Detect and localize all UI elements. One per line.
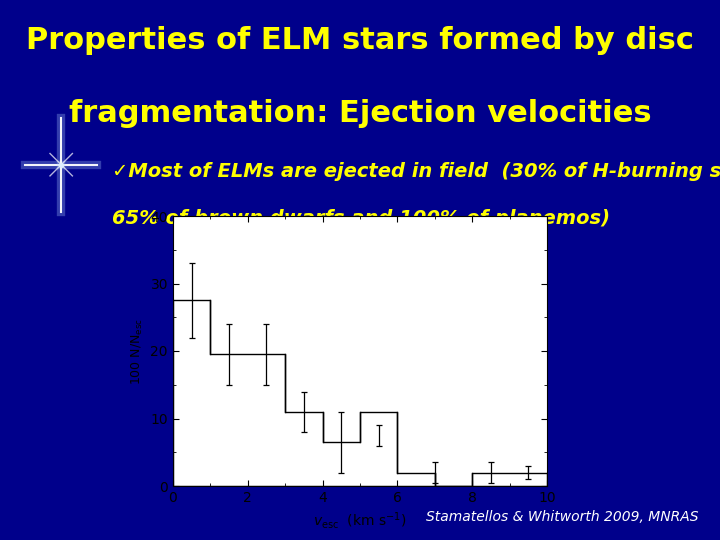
Text: ✓Most of ELMs are ejected in field  (30% of H-burning stars,: ✓Most of ELMs are ejected in field (30% … [112,162,720,181]
Text: 65% of brown dwarfs and 100% of planemos): 65% of brown dwarfs and 100% of planemos… [112,209,610,228]
Text: Stamatellos & Whitworth 2009, MNRAS: Stamatellos & Whitworth 2009, MNRAS [426,510,698,524]
Text: fragmentation: Ejection velocities: fragmentation: Ejection velocities [68,99,652,128]
Y-axis label: 100 N/N$_{\rm esc}$: 100 N/N$_{\rm esc}$ [130,318,145,384]
Text: Properties of ELM stars formed by disc: Properties of ELM stars formed by disc [26,26,694,55]
X-axis label: $v_{\rm esc}$  (km s$^{-1}$): $v_{\rm esc}$ (km s$^{-1}$) [313,510,407,531]
